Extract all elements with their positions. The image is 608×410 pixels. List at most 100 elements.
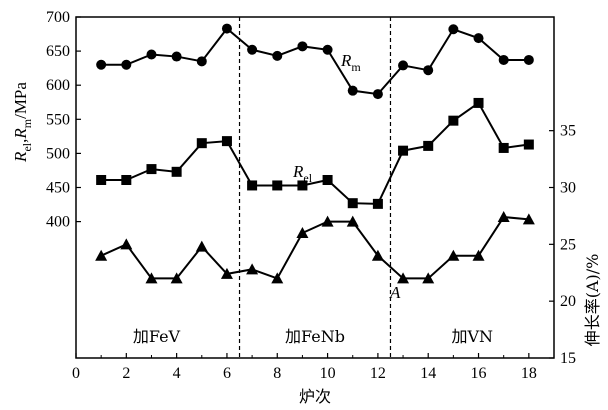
y-label-part: , bbox=[11, 139, 30, 143]
marker-a bbox=[145, 272, 158, 284]
x-tick-label: 12 bbox=[370, 365, 386, 382]
marker-a bbox=[447, 249, 460, 261]
right-y-axis-ticks: 15 20 25 30 35 bbox=[549, 123, 576, 367]
y-label-part: R bbox=[11, 151, 30, 163]
y-label-part: el bbox=[20, 142, 34, 151]
marker-rm bbox=[121, 59, 132, 70]
series-line-rel bbox=[101, 101, 529, 205]
series-line-rm bbox=[101, 27, 529, 96]
marker-a bbox=[522, 213, 535, 225]
marker-rel bbox=[372, 198, 383, 209]
marker-a bbox=[296, 226, 309, 238]
marker-rel bbox=[347, 198, 358, 209]
marker-rm bbox=[297, 41, 308, 52]
marker-a bbox=[497, 211, 510, 223]
marker-rm bbox=[247, 44, 258, 55]
marker-a bbox=[422, 272, 435, 284]
left-y-tick-label: 550 bbox=[46, 111, 70, 128]
marker-rm bbox=[96, 59, 107, 70]
y-label-part: R bbox=[11, 128, 30, 140]
marker-a bbox=[397, 272, 410, 284]
x-axis-ticks: 0 2 4 6 8 10 12 14 16 18 bbox=[72, 353, 537, 382]
marker-rel bbox=[221, 136, 232, 147]
marker-rel bbox=[297, 180, 308, 191]
marker-rel bbox=[473, 97, 484, 108]
series-line-a bbox=[100, 215, 529, 280]
marker-rel bbox=[121, 174, 132, 185]
marker-a bbox=[170, 272, 183, 284]
left-y-tick-label: 450 bbox=[46, 180, 70, 197]
right-y-tick-label: 20 bbox=[560, 293, 576, 310]
x-tick-label: 18 bbox=[521, 365, 537, 382]
marker-rm bbox=[523, 54, 534, 65]
series-label-subscript: el bbox=[303, 171, 312, 185]
x-tick-label: 10 bbox=[320, 365, 336, 382]
x-tick-label: 8 bbox=[273, 365, 281, 382]
marker-rm bbox=[473, 33, 484, 44]
marker-rm bbox=[448, 24, 459, 35]
region-label: 加FeV bbox=[133, 327, 181, 346]
marker-a bbox=[95, 249, 108, 261]
marker-a bbox=[195, 240, 208, 252]
region-label: 加VN bbox=[451, 327, 493, 346]
marker-rel bbox=[322, 174, 333, 185]
right-y-tick-label: 30 bbox=[560, 180, 576, 197]
marker-a bbox=[321, 215, 334, 227]
right-y-tick-label: 15 bbox=[560, 350, 576, 367]
marker-rel bbox=[96, 174, 107, 185]
marker-rel bbox=[448, 115, 459, 126]
marker-a bbox=[246, 263, 259, 275]
left-y-tick-label: 650 bbox=[46, 43, 70, 60]
plot-frame bbox=[75, 16, 555, 359]
marker-a bbox=[120, 238, 133, 250]
region-dividers bbox=[238, 17, 392, 358]
marker-rm bbox=[398, 60, 409, 71]
left-y-tick-label: 600 bbox=[46, 77, 70, 94]
left-y-tick-label: 400 bbox=[46, 214, 70, 231]
series-lines bbox=[100, 27, 529, 280]
marker-rel bbox=[171, 166, 182, 177]
right-y-tick-label: 35 bbox=[560, 123, 576, 140]
marker-a bbox=[220, 267, 233, 279]
marker-a bbox=[472, 249, 485, 261]
marker-rel bbox=[423, 140, 434, 151]
region-label: 加FeNb bbox=[285, 327, 345, 346]
series-label-subscript: m bbox=[351, 60, 361, 74]
left-y-axis-ticks: 400 450 500 550 600 650 700 bbox=[46, 9, 81, 231]
marker-a bbox=[346, 215, 359, 227]
series-label-main: R bbox=[292, 162, 304, 181]
right-y-tick-label: 25 bbox=[560, 236, 576, 253]
x-tick-label: 2 bbox=[122, 365, 130, 382]
x-tick-label: 14 bbox=[420, 365, 436, 382]
series-label-rm: Rm bbox=[340, 51, 361, 74]
marker-rm bbox=[372, 89, 383, 100]
marker-a bbox=[371, 249, 384, 261]
marker-rel bbox=[398, 145, 409, 156]
marker-rm bbox=[347, 85, 358, 96]
y-label-part: m bbox=[20, 118, 34, 128]
left-y-tick-label: 700 bbox=[46, 9, 70, 26]
marker-rm bbox=[423, 65, 434, 76]
y-label-part: /MPa bbox=[11, 82, 30, 119]
left-y-axis-label: Rel,Rm/MPa bbox=[11, 82, 34, 163]
marker-rm bbox=[146, 49, 157, 60]
marker-rm bbox=[221, 23, 232, 34]
x-axis-label: 炉次 bbox=[299, 387, 331, 406]
x-tick-label: 6 bbox=[223, 365, 231, 382]
marker-rel bbox=[498, 142, 509, 153]
series-label-main: R bbox=[340, 51, 352, 70]
marker-rel bbox=[196, 138, 207, 149]
region-labels: 加FeV 加FeNb 加VN bbox=[133, 327, 493, 346]
marker-rm bbox=[322, 44, 333, 55]
marker-rel bbox=[272, 180, 283, 191]
series-label-main: A bbox=[389, 283, 401, 302]
x-tick-label: 4 bbox=[173, 365, 181, 382]
marker-rel bbox=[146, 164, 157, 175]
marker-rm bbox=[272, 50, 283, 61]
series-label-a: A bbox=[389, 283, 401, 302]
marker-a bbox=[271, 272, 284, 284]
marker-rm bbox=[171, 51, 182, 62]
marker-rm bbox=[498, 54, 509, 65]
